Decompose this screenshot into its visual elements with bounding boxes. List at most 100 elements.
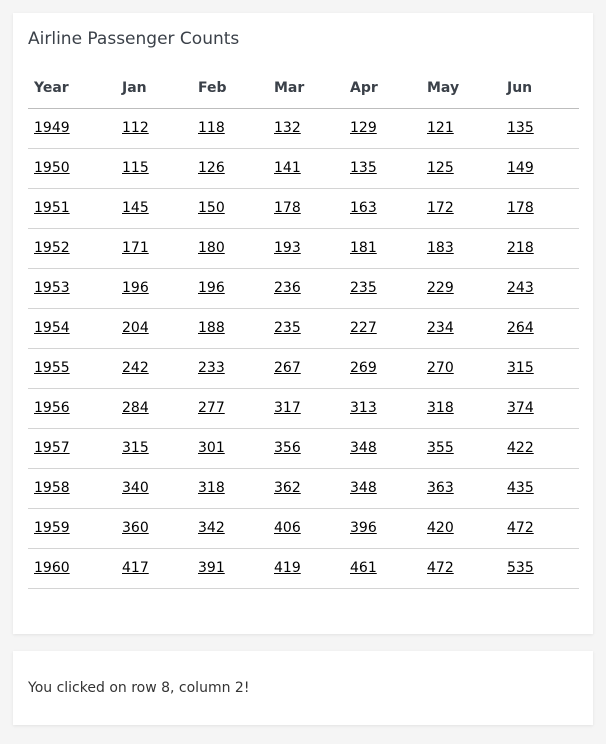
table-cell: 355: [421, 428, 501, 469]
cell-link[interactable]: 183: [427, 240, 454, 256]
table-cell: 406: [268, 508, 344, 549]
cell-link[interactable]: 188: [198, 320, 225, 336]
cell-link[interactable]: 374: [507, 400, 534, 416]
cell-link[interactable]: 178: [507, 200, 534, 216]
cell-link[interactable]: 180: [198, 240, 225, 256]
cell-link[interactable]: 1955: [34, 360, 70, 376]
cell-link[interactable]: 196: [122, 280, 149, 296]
cell-link[interactable]: 348: [350, 480, 377, 496]
table-cell: 1949: [28, 108, 116, 149]
cell-link[interactable]: 284: [122, 400, 149, 416]
cell-link[interactable]: 235: [350, 280, 377, 296]
cell-link[interactable]: 535: [507, 560, 534, 576]
cell-link[interactable]: 115: [122, 160, 149, 176]
table-cell: 178: [501, 188, 579, 229]
cell-link[interactable]: 236: [274, 280, 301, 296]
cell-link[interactable]: 313: [350, 400, 377, 416]
cell-link[interactable]: 141: [274, 160, 301, 176]
cell-link[interactable]: 150: [198, 200, 225, 216]
cell-link[interactable]: 171: [122, 240, 149, 256]
cell-link[interactable]: 235: [274, 320, 301, 336]
table-row: 1952 171 180 193 181 183 218: [28, 228, 579, 269]
cell-link[interactable]: 242: [122, 360, 149, 376]
table-cell: 149: [501, 148, 579, 189]
cell-link[interactable]: 419: [274, 560, 301, 576]
table-row: 1950 115 126 141 135 125 149: [28, 148, 579, 189]
cell-link[interactable]: 435: [507, 480, 534, 496]
cell-link[interactable]: 172: [427, 200, 454, 216]
cell-link[interactable]: 233: [198, 360, 225, 376]
cell-link[interactable]: 422: [507, 440, 534, 456]
cell-link[interactable]: 1953: [34, 280, 70, 296]
cell-link[interactable]: 270: [427, 360, 454, 376]
cell-link[interactable]: 196: [198, 280, 225, 296]
cell-link[interactable]: 1952: [34, 240, 70, 256]
cell-link[interactable]: 277: [198, 400, 225, 416]
cell-link[interactable]: 1949: [34, 120, 70, 136]
cell-link[interactable]: 472: [507, 520, 534, 536]
table-cell: 118: [192, 108, 268, 149]
cell-link[interactable]: 243: [507, 280, 534, 296]
status-card: You clicked on row 8, column 2!: [13, 651, 593, 725]
cell-link[interactable]: 121: [427, 120, 454, 136]
cell-link[interactable]: 315: [122, 440, 149, 456]
cell-link[interactable]: 129: [350, 120, 377, 136]
table-cell: 315: [116, 428, 192, 469]
cell-link[interactable]: 342: [198, 520, 225, 536]
cell-link[interactable]: 391: [198, 560, 225, 576]
cell-link[interactable]: 317: [274, 400, 301, 416]
cell-link[interactable]: 363: [427, 480, 454, 496]
cell-link[interactable]: 318: [198, 480, 225, 496]
cell-link[interactable]: 420: [427, 520, 454, 536]
cell-link[interactable]: 135: [350, 160, 377, 176]
cell-link[interactable]: 118: [198, 120, 225, 136]
cell-link[interactable]: 267: [274, 360, 301, 376]
cell-link[interactable]: 125: [427, 160, 454, 176]
cell-link[interactable]: 1951: [34, 200, 70, 216]
table-row: 1949 112 118 132 129 121 135: [28, 108, 579, 149]
cell-link[interactable]: 145: [122, 200, 149, 216]
cell-link[interactable]: 461: [350, 560, 377, 576]
cell-link[interactable]: 1960: [34, 560, 70, 576]
cell-link[interactable]: 193: [274, 240, 301, 256]
column-header-may: May: [421, 68, 501, 109]
cell-link[interactable]: 1956: [34, 400, 70, 416]
cell-link[interactable]: 135: [507, 120, 534, 136]
table-row: 1959 360 342 406 396 420 472: [28, 508, 579, 549]
cell-link[interactable]: 132: [274, 120, 301, 136]
cell-link[interactable]: 112: [122, 120, 149, 136]
table-cell: 132: [268, 108, 344, 149]
cell-link[interactable]: 417: [122, 560, 149, 576]
cell-link[interactable]: 218: [507, 240, 534, 256]
cell-link[interactable]: 227: [350, 320, 377, 336]
cell-link[interactable]: 1957: [34, 440, 70, 456]
cell-link[interactable]: 348: [350, 440, 377, 456]
cell-link[interactable]: 1950: [34, 160, 70, 176]
cell-link[interactable]: 340: [122, 480, 149, 496]
cell-link[interactable]: 360: [122, 520, 149, 536]
cell-link[interactable]: 315: [507, 360, 534, 376]
cell-link[interactable]: 1958: [34, 480, 70, 496]
table-cell: 218: [501, 228, 579, 269]
cell-link[interactable]: 178: [274, 200, 301, 216]
cell-link[interactable]: 1959: [34, 520, 70, 536]
cell-link[interactable]: 472: [427, 560, 454, 576]
cell-link[interactable]: 163: [350, 200, 377, 216]
cell-link[interactable]: 1954: [34, 320, 70, 336]
cell-link[interactable]: 396: [350, 520, 377, 536]
cell-link[interactable]: 126: [198, 160, 225, 176]
cell-link[interactable]: 318: [427, 400, 454, 416]
cell-link[interactable]: 356: [274, 440, 301, 456]
cell-link[interactable]: 229: [427, 280, 454, 296]
cell-link[interactable]: 269: [350, 360, 377, 376]
cell-link[interactable]: 355: [427, 440, 454, 456]
cell-link[interactable]: 204: [122, 320, 149, 336]
cell-link[interactable]: 181: [350, 240, 377, 256]
cell-link[interactable]: 362: [274, 480, 301, 496]
table-cell: 374: [501, 388, 579, 429]
cell-link[interactable]: 149: [507, 160, 534, 176]
cell-link[interactable]: 264: [507, 320, 534, 336]
cell-link[interactable]: 406: [274, 520, 301, 536]
cell-link[interactable]: 301: [198, 440, 225, 456]
cell-link[interactable]: 234: [427, 320, 454, 336]
